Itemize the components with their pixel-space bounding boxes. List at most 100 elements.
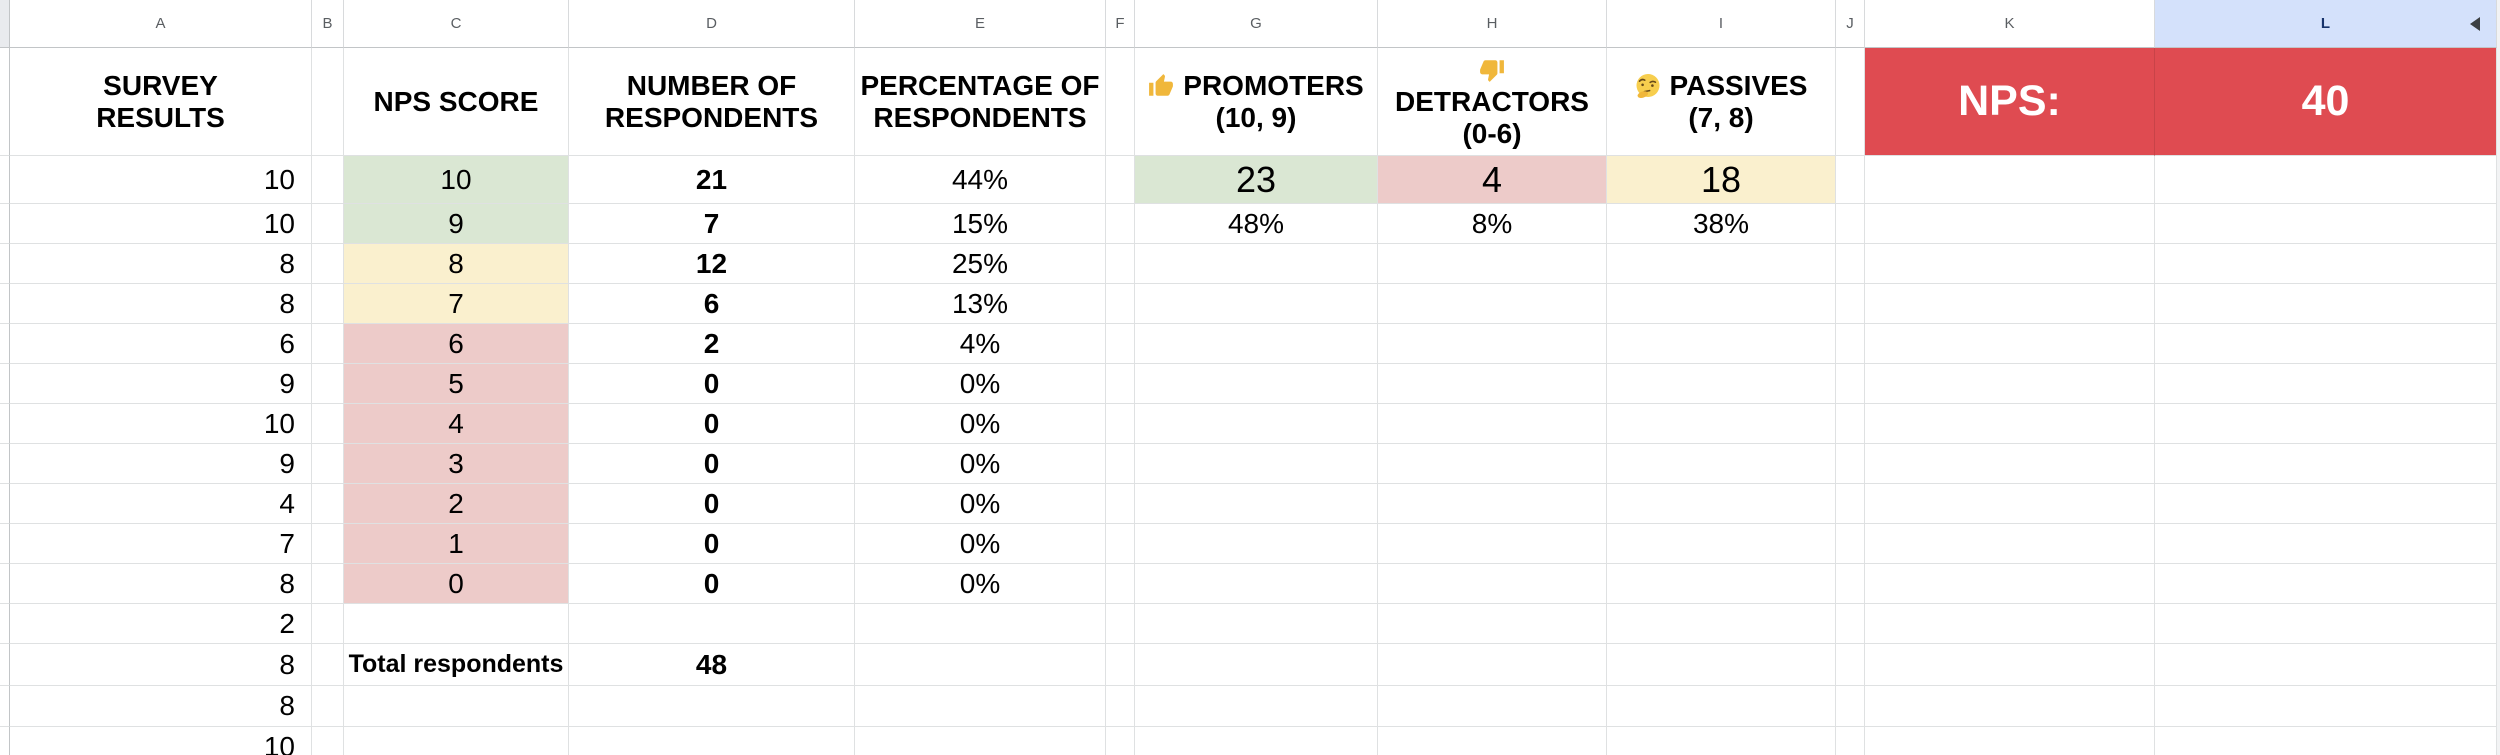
row-header[interactable]: [0, 284, 10, 324]
cell[interactable]: [1607, 644, 1836, 686]
cell[interactable]: [1378, 484, 1607, 524]
cell-promoters[interactable]: 48%: [1135, 204, 1378, 244]
cell-nps-score[interactable]: 9: [344, 204, 569, 244]
cell-nps-score[interactable]: 5: [344, 364, 569, 404]
promoters-header-cell[interactable]: PROMOTERS (10, 9): [1135, 48, 1378, 156]
cell[interactable]: [569, 686, 855, 727]
cell-passives[interactable]: 38%: [1607, 204, 1836, 244]
column-header-E[interactable]: E: [855, 0, 1106, 48]
cell[interactable]: [1135, 564, 1378, 604]
cell[interactable]: [1865, 204, 2155, 244]
cell[interactable]: [312, 604, 344, 644]
detractors-header-cell[interactable]: DETRACTORS (0-6): [1378, 48, 1607, 156]
cell-respondent-count[interactable]: 0: [569, 444, 855, 484]
cell-survey-value[interactable]: 9: [10, 444, 312, 484]
cell[interactable]: [855, 644, 1106, 686]
cell[interactable]: [1378, 364, 1607, 404]
row-header[interactable]: [0, 524, 10, 564]
cell-nps-score[interactable]: 8: [344, 244, 569, 284]
cell[interactable]: [344, 604, 569, 644]
cell-respondent-percentage[interactable]: 13%: [855, 284, 1106, 324]
nps-score-header-cell[interactable]: NPS SCORE: [344, 48, 569, 156]
cell-respondent-percentage[interactable]: 0%: [855, 444, 1106, 484]
cell-respondent-count[interactable]: 12: [569, 244, 855, 284]
cell[interactable]: [1865, 404, 2155, 444]
cell[interactable]: [312, 244, 344, 284]
cell-survey-value[interactable]: 2: [10, 604, 312, 644]
cell[interactable]: [1378, 284, 1607, 324]
row-header[interactable]: [0, 404, 10, 444]
column-header-K[interactable]: K: [1865, 0, 2155, 48]
cell[interactable]: [1865, 324, 2155, 364]
cell-detractors[interactable]: 4: [1378, 156, 1607, 204]
cell[interactable]: [1378, 686, 1607, 727]
row-header-corner[interactable]: [0, 0, 10, 48]
cell-survey-value[interactable]: 10: [10, 404, 312, 444]
cell-respondent-count[interactable]: 6: [569, 284, 855, 324]
column-header-D[interactable]: D: [569, 0, 855, 48]
cell[interactable]: [312, 284, 344, 324]
cell[interactable]: [1607, 244, 1836, 284]
cell[interactable]: [2155, 284, 2497, 324]
cell[interactable]: [312, 324, 344, 364]
cell-nps-score[interactable]: 7: [344, 284, 569, 324]
cell[interactable]: [1135, 444, 1378, 484]
cell[interactable]: [2155, 404, 2497, 444]
row-header[interactable]: [0, 364, 10, 404]
column-header-A[interactable]: A: [10, 0, 312, 48]
column-header-L[interactable]: L: [2155, 0, 2497, 48]
cell[interactable]: [1836, 364, 1865, 404]
cell[interactable]: [344, 727, 569, 755]
cell[interactable]: [1135, 727, 1378, 755]
cell[interactable]: [344, 686, 569, 727]
cell-total-respondents-label[interactable]: Total respondents: [344, 644, 569, 686]
cell[interactable]: [1378, 564, 1607, 604]
row-header[interactable]: [0, 204, 10, 244]
number-of-respondents-header-cell[interactable]: NUMBER OF RESPONDENTS: [569, 48, 855, 156]
cell[interactable]: [312, 204, 344, 244]
cell[interactable]: [1865, 444, 2155, 484]
cell[interactable]: [1836, 604, 1865, 644]
cell[interactable]: [1607, 564, 1836, 604]
cell[interactable]: [1607, 404, 1836, 444]
cell[interactable]: [1865, 524, 2155, 564]
cell[interactable]: [2155, 604, 2497, 644]
cell[interactable]: [1135, 364, 1378, 404]
cell[interactable]: [1106, 686, 1135, 727]
cell[interactable]: [1836, 564, 1865, 604]
hidden-columns-indicator-icon[interactable]: [2470, 16, 2480, 31]
cell-nps-score[interactable]: 1: [344, 524, 569, 564]
row-header[interactable]: [0, 244, 10, 284]
cell-nps-score[interactable]: 4: [344, 404, 569, 444]
cell[interactable]: [1836, 484, 1865, 524]
cell[interactable]: [1106, 404, 1135, 444]
cell[interactable]: [312, 484, 344, 524]
cell-respondent-percentage[interactable]: 25%: [855, 244, 1106, 284]
cell-survey-value[interactable]: 4: [10, 484, 312, 524]
cell-survey-value[interactable]: 8: [10, 564, 312, 604]
cell[interactable]: [2155, 484, 2497, 524]
row-header[interactable]: [0, 444, 10, 484]
cell[interactable]: [855, 604, 1106, 644]
column-header-H[interactable]: H: [1378, 0, 1607, 48]
row-header[interactable]: [0, 156, 10, 204]
row-header[interactable]: [0, 484, 10, 524]
cell[interactable]: [1135, 244, 1378, 284]
column-header-C[interactable]: C: [344, 0, 569, 48]
cell[interactable]: [1607, 524, 1836, 564]
cell[interactable]: [1106, 564, 1135, 604]
cell[interactable]: [2155, 524, 2497, 564]
cell[interactable]: [1106, 284, 1135, 324]
cell-respondent-count[interactable]: 0: [569, 484, 855, 524]
cell[interactable]: [855, 727, 1106, 755]
cell[interactable]: [1865, 686, 2155, 727]
cell-respondent-count[interactable]: 7: [569, 204, 855, 244]
nps-banner-value-cell[interactable]: 40: [2155, 48, 2497, 156]
cell[interactable]: [312, 686, 344, 727]
cell[interactable]: [1135, 404, 1378, 444]
cell-respondent-count[interactable]: 2: [569, 324, 855, 364]
cell[interactable]: [1378, 444, 1607, 484]
row-header[interactable]: [0, 686, 10, 727]
cell[interactable]: [1106, 604, 1135, 644]
cell[interactable]: [2155, 644, 2497, 686]
